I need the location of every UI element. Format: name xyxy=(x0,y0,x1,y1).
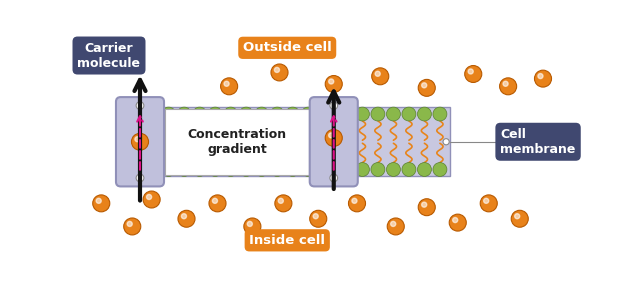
Circle shape xyxy=(388,218,404,235)
Circle shape xyxy=(208,162,222,176)
Text: Inside cell: Inside cell xyxy=(249,234,325,247)
Circle shape xyxy=(178,210,195,227)
Circle shape xyxy=(468,69,473,74)
Circle shape xyxy=(348,195,366,212)
Circle shape xyxy=(270,162,284,176)
Circle shape xyxy=(325,76,343,93)
Circle shape xyxy=(449,214,466,231)
Circle shape xyxy=(209,195,226,212)
Circle shape xyxy=(386,162,401,176)
Circle shape xyxy=(484,198,489,203)
Circle shape xyxy=(433,107,447,121)
Circle shape xyxy=(182,214,187,219)
Circle shape xyxy=(372,68,389,85)
Circle shape xyxy=(223,162,238,176)
Circle shape xyxy=(443,139,449,145)
FancyBboxPatch shape xyxy=(116,97,164,186)
Circle shape xyxy=(515,214,520,219)
Circle shape xyxy=(330,102,338,110)
Circle shape xyxy=(301,162,315,176)
Circle shape xyxy=(313,214,318,219)
Circle shape xyxy=(465,66,482,82)
Circle shape xyxy=(127,221,132,226)
Circle shape xyxy=(286,162,300,176)
Circle shape xyxy=(193,107,207,121)
Circle shape xyxy=(417,107,431,121)
Circle shape xyxy=(143,191,160,208)
Circle shape xyxy=(391,221,396,226)
Circle shape xyxy=(356,162,369,176)
Circle shape xyxy=(301,107,315,121)
Circle shape xyxy=(162,162,175,176)
Circle shape xyxy=(221,78,238,95)
Circle shape xyxy=(247,221,252,226)
Circle shape xyxy=(330,174,338,182)
Circle shape xyxy=(270,107,284,121)
Circle shape xyxy=(375,71,380,76)
Circle shape xyxy=(535,70,552,87)
Circle shape xyxy=(402,107,416,121)
Circle shape xyxy=(162,107,175,121)
Circle shape xyxy=(275,67,280,72)
Text: Carrier
molecule: Carrier molecule xyxy=(77,42,140,70)
Circle shape xyxy=(244,218,261,235)
Circle shape xyxy=(503,81,508,86)
Circle shape xyxy=(310,210,327,227)
Circle shape xyxy=(511,210,529,227)
Circle shape xyxy=(422,83,427,88)
Text: Outside cell: Outside cell xyxy=(243,41,331,54)
FancyBboxPatch shape xyxy=(310,97,358,186)
Circle shape xyxy=(212,198,218,203)
Circle shape xyxy=(329,79,334,84)
Circle shape xyxy=(132,133,149,150)
Circle shape xyxy=(177,162,191,176)
Circle shape xyxy=(402,162,416,176)
Circle shape xyxy=(329,133,334,138)
Circle shape xyxy=(538,74,543,79)
Circle shape xyxy=(325,129,343,146)
Circle shape xyxy=(352,198,357,203)
Circle shape xyxy=(96,198,101,203)
Circle shape xyxy=(223,107,238,121)
Circle shape xyxy=(136,174,144,182)
Circle shape xyxy=(371,107,385,121)
FancyBboxPatch shape xyxy=(165,109,309,175)
Text: Concentration
gradient: Concentration gradient xyxy=(187,128,286,156)
Circle shape xyxy=(135,137,140,142)
Circle shape xyxy=(224,81,229,86)
Circle shape xyxy=(371,162,385,176)
Circle shape xyxy=(255,107,269,121)
Circle shape xyxy=(255,162,269,176)
Circle shape xyxy=(500,78,517,95)
Circle shape xyxy=(124,218,141,235)
Circle shape xyxy=(136,102,144,110)
Circle shape xyxy=(177,107,191,121)
Circle shape xyxy=(147,194,152,200)
Circle shape xyxy=(239,107,253,121)
FancyBboxPatch shape xyxy=(120,107,450,176)
Circle shape xyxy=(418,199,436,216)
Circle shape xyxy=(275,195,292,212)
Circle shape xyxy=(433,162,447,176)
Circle shape xyxy=(386,107,401,121)
Circle shape xyxy=(418,80,436,96)
Circle shape xyxy=(422,202,427,207)
Circle shape xyxy=(452,218,458,223)
Circle shape xyxy=(356,107,369,121)
Circle shape xyxy=(286,107,300,121)
Circle shape xyxy=(480,195,497,212)
Circle shape xyxy=(278,198,283,203)
Circle shape xyxy=(417,162,431,176)
Circle shape xyxy=(239,162,253,176)
Circle shape xyxy=(93,195,110,212)
Circle shape xyxy=(193,162,207,176)
Text: Cell
membrane: Cell membrane xyxy=(500,128,576,156)
Circle shape xyxy=(208,107,222,121)
Circle shape xyxy=(271,64,288,81)
